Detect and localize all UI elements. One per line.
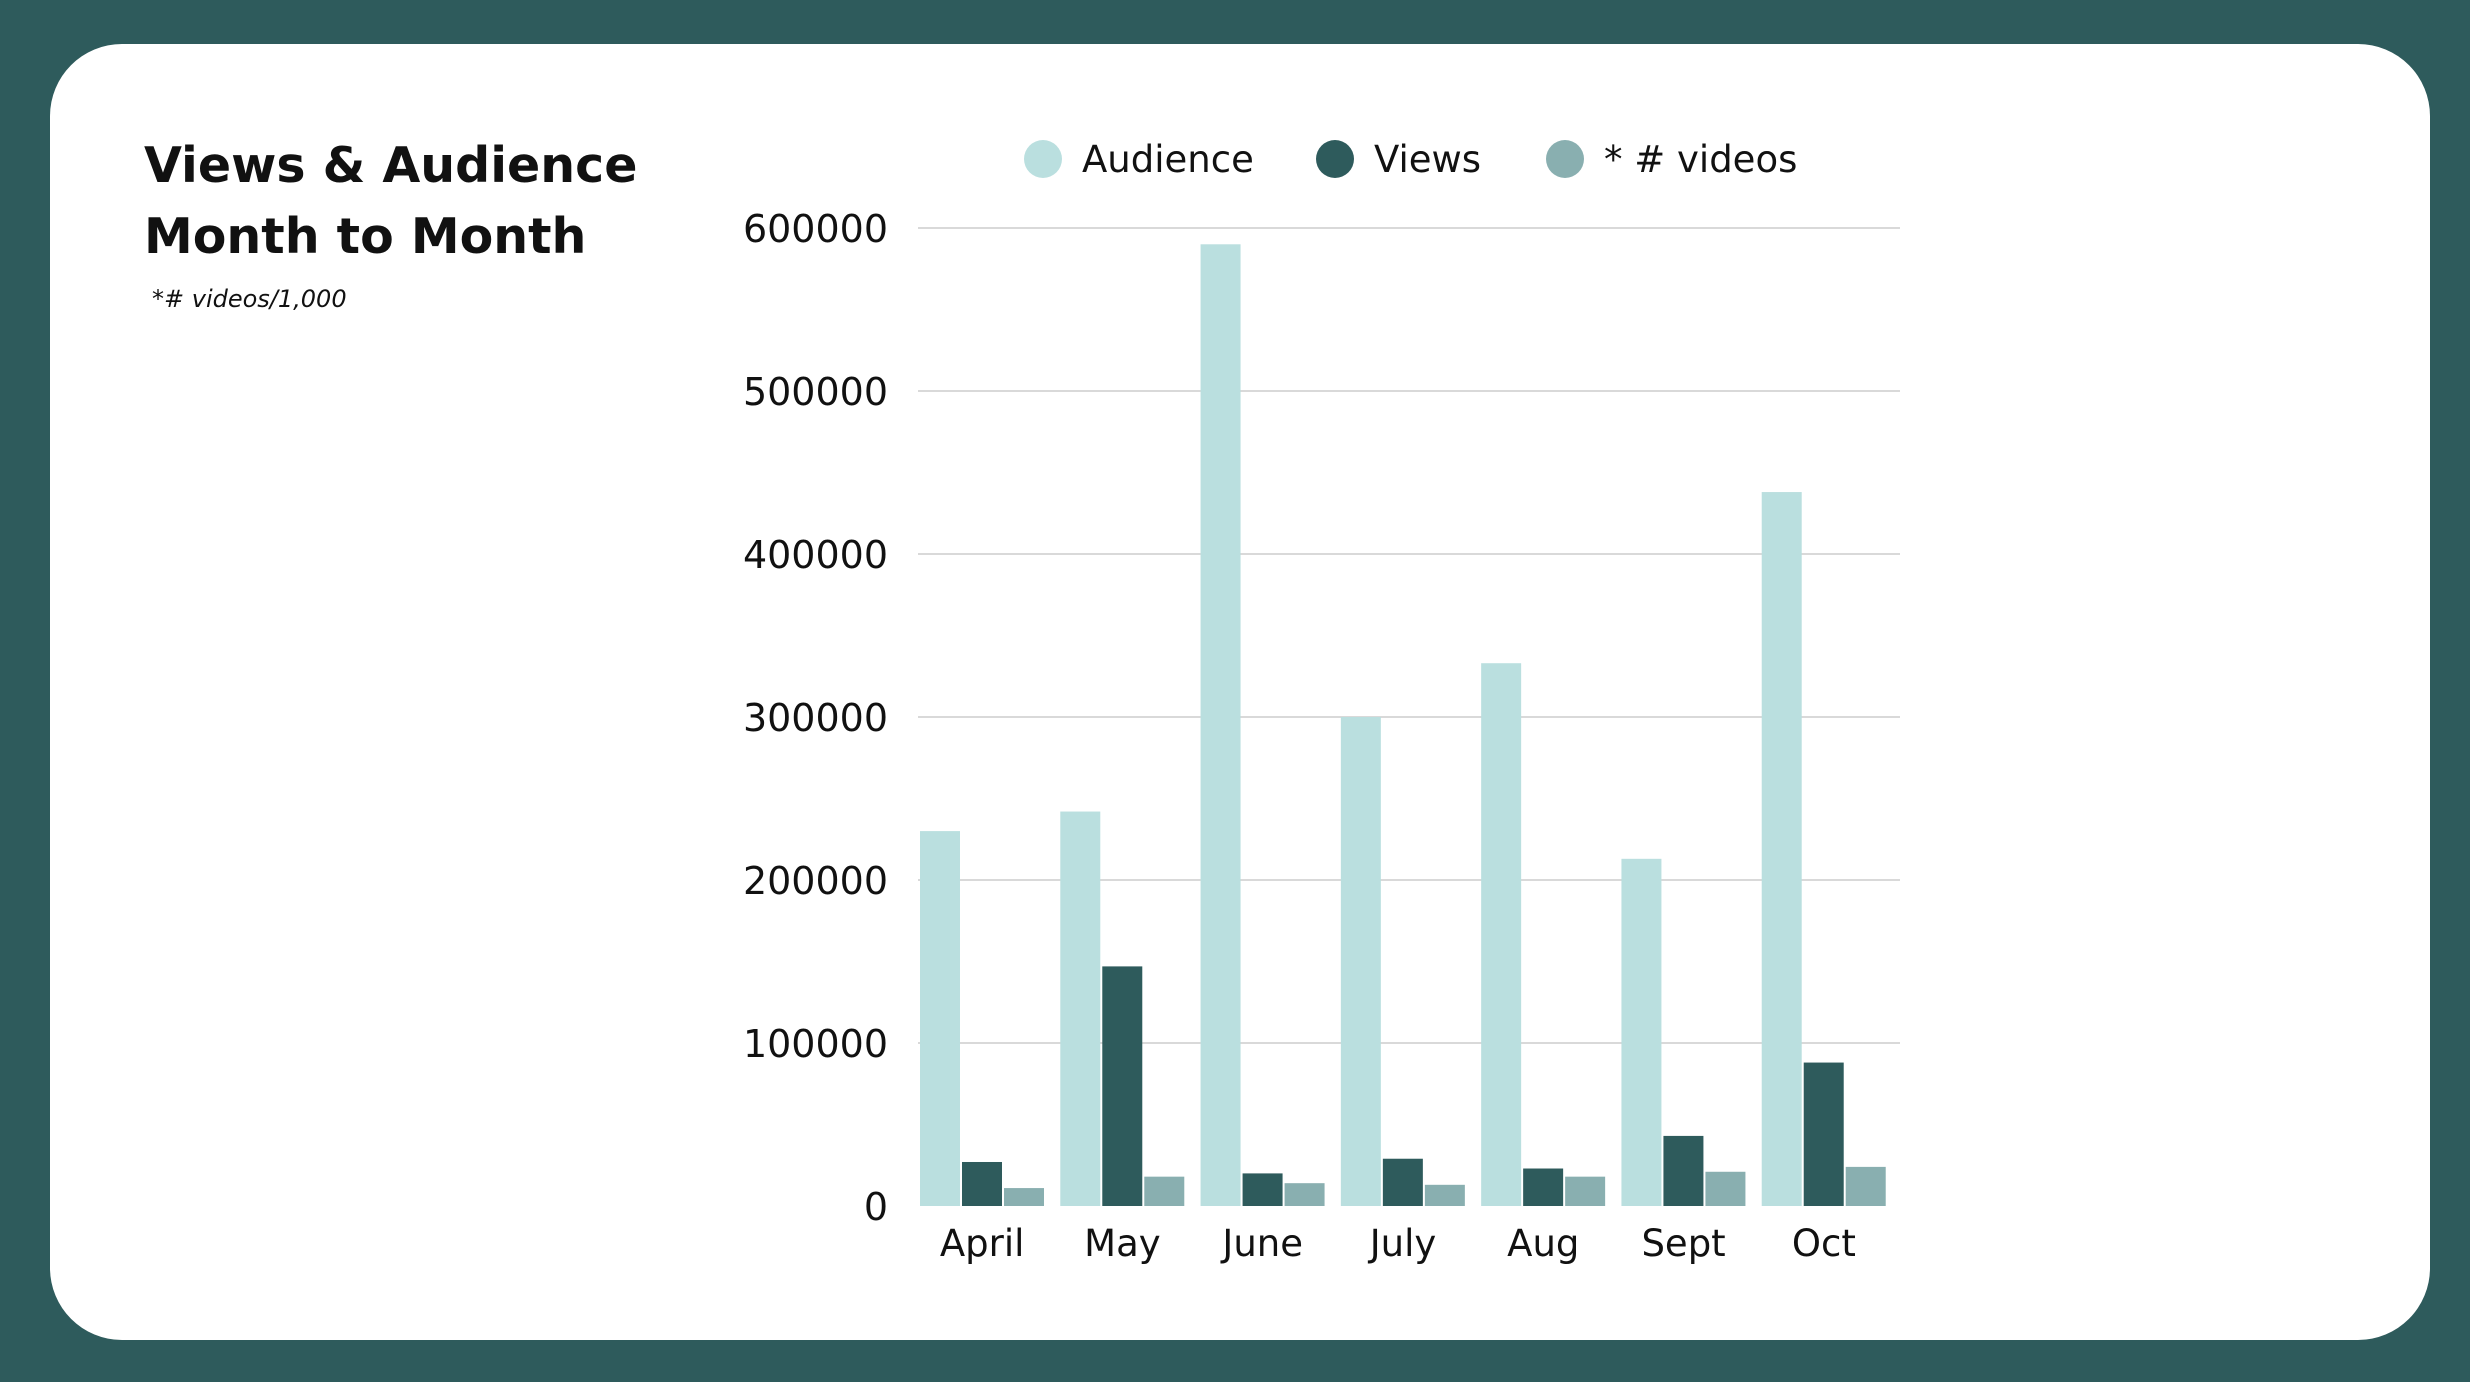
legend-label: Audience xyxy=(1082,138,1254,181)
bar-audience-oct xyxy=(1761,492,1802,1206)
x-tick-label: Oct xyxy=(1792,1222,1856,1265)
bar-views-april xyxy=(962,1161,1002,1206)
chart-title-line-2: Month to Month xyxy=(144,208,587,265)
y-axis-ticks: 0 100000 200000 300000 400000 500000 600000 xyxy=(743,207,888,1229)
y-tick-label: 100000 xyxy=(743,1022,888,1066)
bar-videos-may xyxy=(1144,1176,1185,1206)
chart-title: Views & Audience Month to Month xyxy=(144,130,704,272)
bar-audience-june xyxy=(1200,244,1241,1207)
x-tick-label: July xyxy=(1368,1222,1437,1265)
bar-views-oct xyxy=(1803,1062,1844,1206)
bar-videos-oct xyxy=(1845,1166,1886,1206)
legend-label: * # videos xyxy=(1604,138,1797,181)
legend-swatch xyxy=(1024,140,1062,178)
legend-swatch xyxy=(1316,140,1354,178)
x-tick-label: May xyxy=(1084,1222,1161,1265)
bar-audience-july xyxy=(1340,717,1381,1206)
x-tick-label: Aug xyxy=(1507,1222,1579,1265)
bar-videos-aug xyxy=(1565,1176,1606,1206)
bar-videos-june xyxy=(1284,1183,1325,1206)
bar-audience-aug xyxy=(1481,663,1522,1206)
bar-views-july xyxy=(1382,1158,1423,1206)
x-axis-labels: April May June July Aug Sept Oct xyxy=(940,1222,1856,1265)
x-tick-label: April xyxy=(940,1222,1025,1265)
bar-views-june xyxy=(1242,1173,1283,1206)
bars xyxy=(920,244,1886,1207)
bar-views-may xyxy=(1102,966,1143,1206)
bar-audience-may xyxy=(1060,811,1101,1206)
y-tick-label: 0 xyxy=(864,1185,888,1229)
y-tick-label: 500000 xyxy=(743,370,888,414)
y-tick-label: 400000 xyxy=(743,533,888,577)
bar-videos-sept xyxy=(1705,1171,1746,1206)
x-tick-label: June xyxy=(1220,1222,1303,1265)
y-tick-label: 600000 xyxy=(743,207,888,251)
bar-audience-april xyxy=(920,831,960,1206)
bar-videos-july xyxy=(1424,1184,1465,1206)
legend-label: Views xyxy=(1374,138,1481,181)
y-tick-label: 300000 xyxy=(743,696,888,740)
bar-views-aug xyxy=(1523,1168,1564,1206)
bar-views-sept xyxy=(1663,1135,1704,1206)
y-tick-label: 200000 xyxy=(743,859,888,903)
chart-title-line-1: Views & Audience xyxy=(144,137,638,194)
x-tick-label: Sept xyxy=(1641,1222,1725,1265)
videos-scale-note: *# videos/1,000 xyxy=(152,285,347,313)
legend-swatch xyxy=(1546,140,1584,178)
bar-videos-april xyxy=(1004,1188,1044,1206)
legend: Audience Views * # videos xyxy=(1024,138,1797,181)
bar-audience-sept xyxy=(1621,858,1662,1206)
